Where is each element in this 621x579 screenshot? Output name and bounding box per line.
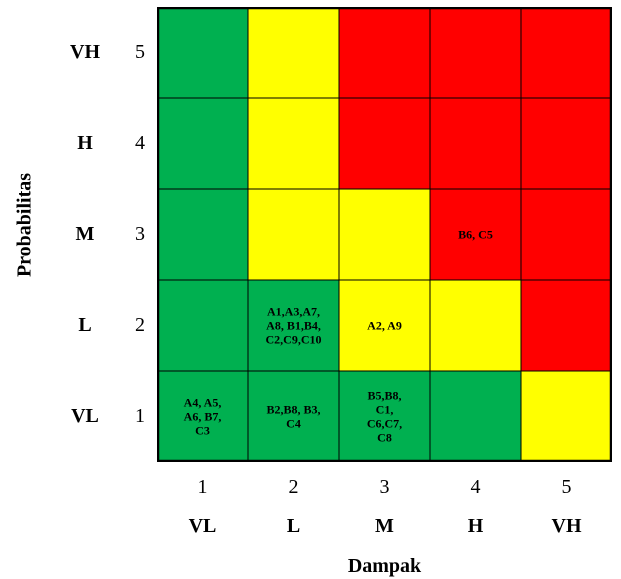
matrix-cell-label-r2-c3: A2, A9 [367, 319, 402, 333]
x-tick-label: VL [188, 515, 217, 537]
x-tick-number: 4 [470, 476, 481, 498]
matrix-cell-label-r1-c1: A4, A5, A6, B7, C3 [184, 396, 222, 438]
matrix-cell-r3-c3 [338, 188, 431, 281]
matrix-cell-r5-c4 [429, 7, 522, 99]
matrix-cell-label-r1-c2: B2,B8, B3, C4 [266, 403, 320, 431]
matrix-cell-r3-c1 [157, 188, 249, 281]
matrix-cell-r2-c5 [520, 279, 612, 372]
matrix-cell-r4-c1 [157, 97, 249, 190]
matrix-cell-r5-c1 [157, 7, 249, 99]
y-tick-number: 5 [135, 40, 145, 63]
matrix-cell-r1-c1 [157, 370, 249, 462]
x-tick-number: 2 [288, 476, 299, 498]
matrix-cell-r1-c4 [429, 370, 522, 462]
y-tick-number: 4 [135, 131, 145, 154]
matrix-cell-r5-c2 [247, 7, 340, 99]
y-tick-label: VH [70, 40, 100, 63]
matrix-cell-r4-c3 [338, 97, 431, 190]
matrix-cell-r5-c3 [338, 7, 431, 99]
x-tick-number: 3 [379, 476, 390, 498]
y-tick-number: 3 [135, 222, 145, 245]
matrix-cell-r1-c3 [338, 370, 431, 462]
x-axis-title: Dampak [347, 555, 422, 577]
matrix-cell-r3-c5 [520, 188, 612, 281]
risk-matrix: B6, C5 A1,A3,A7, A8, B1,B4, C2,C9,C10 A2, A9… [157, 7, 612, 462]
x-tick-label: L [286, 515, 301, 537]
y-tick-label: VL [71, 404, 99, 427]
x-tick-label: M [375, 515, 394, 537]
matrix-cell-r2-c2 [247, 279, 340, 372]
y-tick-label: M [75, 222, 95, 245]
matrix-cell-label-r2-c2: A1,A3,A7, A8, B1,B4, C2,C9,C10 [266, 305, 322, 347]
y-tick-label: L [78, 313, 92, 336]
x-tick-label: VH [551, 515, 582, 537]
y-axis-title-text: Probabilitas [13, 172, 36, 278]
matrix-cell-r3-c2 [247, 188, 340, 281]
y-tick-number: 1 [135, 404, 145, 427]
x-tick-label: H [467, 515, 484, 537]
y-axis-title: Probabilitas [0, 140, 50, 310]
matrix-cell-label-r3-c4: B6, C5 [458, 228, 493, 242]
matrix-cell-r4-c4 [429, 97, 522, 190]
matrix-border [157, 7, 612, 462]
x-tick-number: 5 [561, 476, 572, 498]
matrix-cell-r2-c3 [338, 279, 431, 372]
matrix-cell-r4-c2 [247, 97, 340, 190]
matrix-cell-r2-c1 [157, 279, 249, 372]
matrix-cell-r2-c4 [429, 279, 522, 372]
matrix-cell-label-r1-c3: B5,B8, C1, C6,C7, C8 [367, 389, 402, 445]
y-tick-number: 2 [135, 313, 145, 336]
matrix-cell-r5-c5 [520, 7, 612, 99]
matrix-cell-r1-c5 [520, 370, 612, 462]
x-tick-number: 1 [197, 476, 208, 498]
matrix-cell-r1-c2 [247, 370, 340, 462]
matrix-cell-r3-c4 [429, 188, 522, 281]
y-tick-label: H [77, 131, 93, 154]
matrix-cell-r4-c5 [520, 97, 612, 190]
